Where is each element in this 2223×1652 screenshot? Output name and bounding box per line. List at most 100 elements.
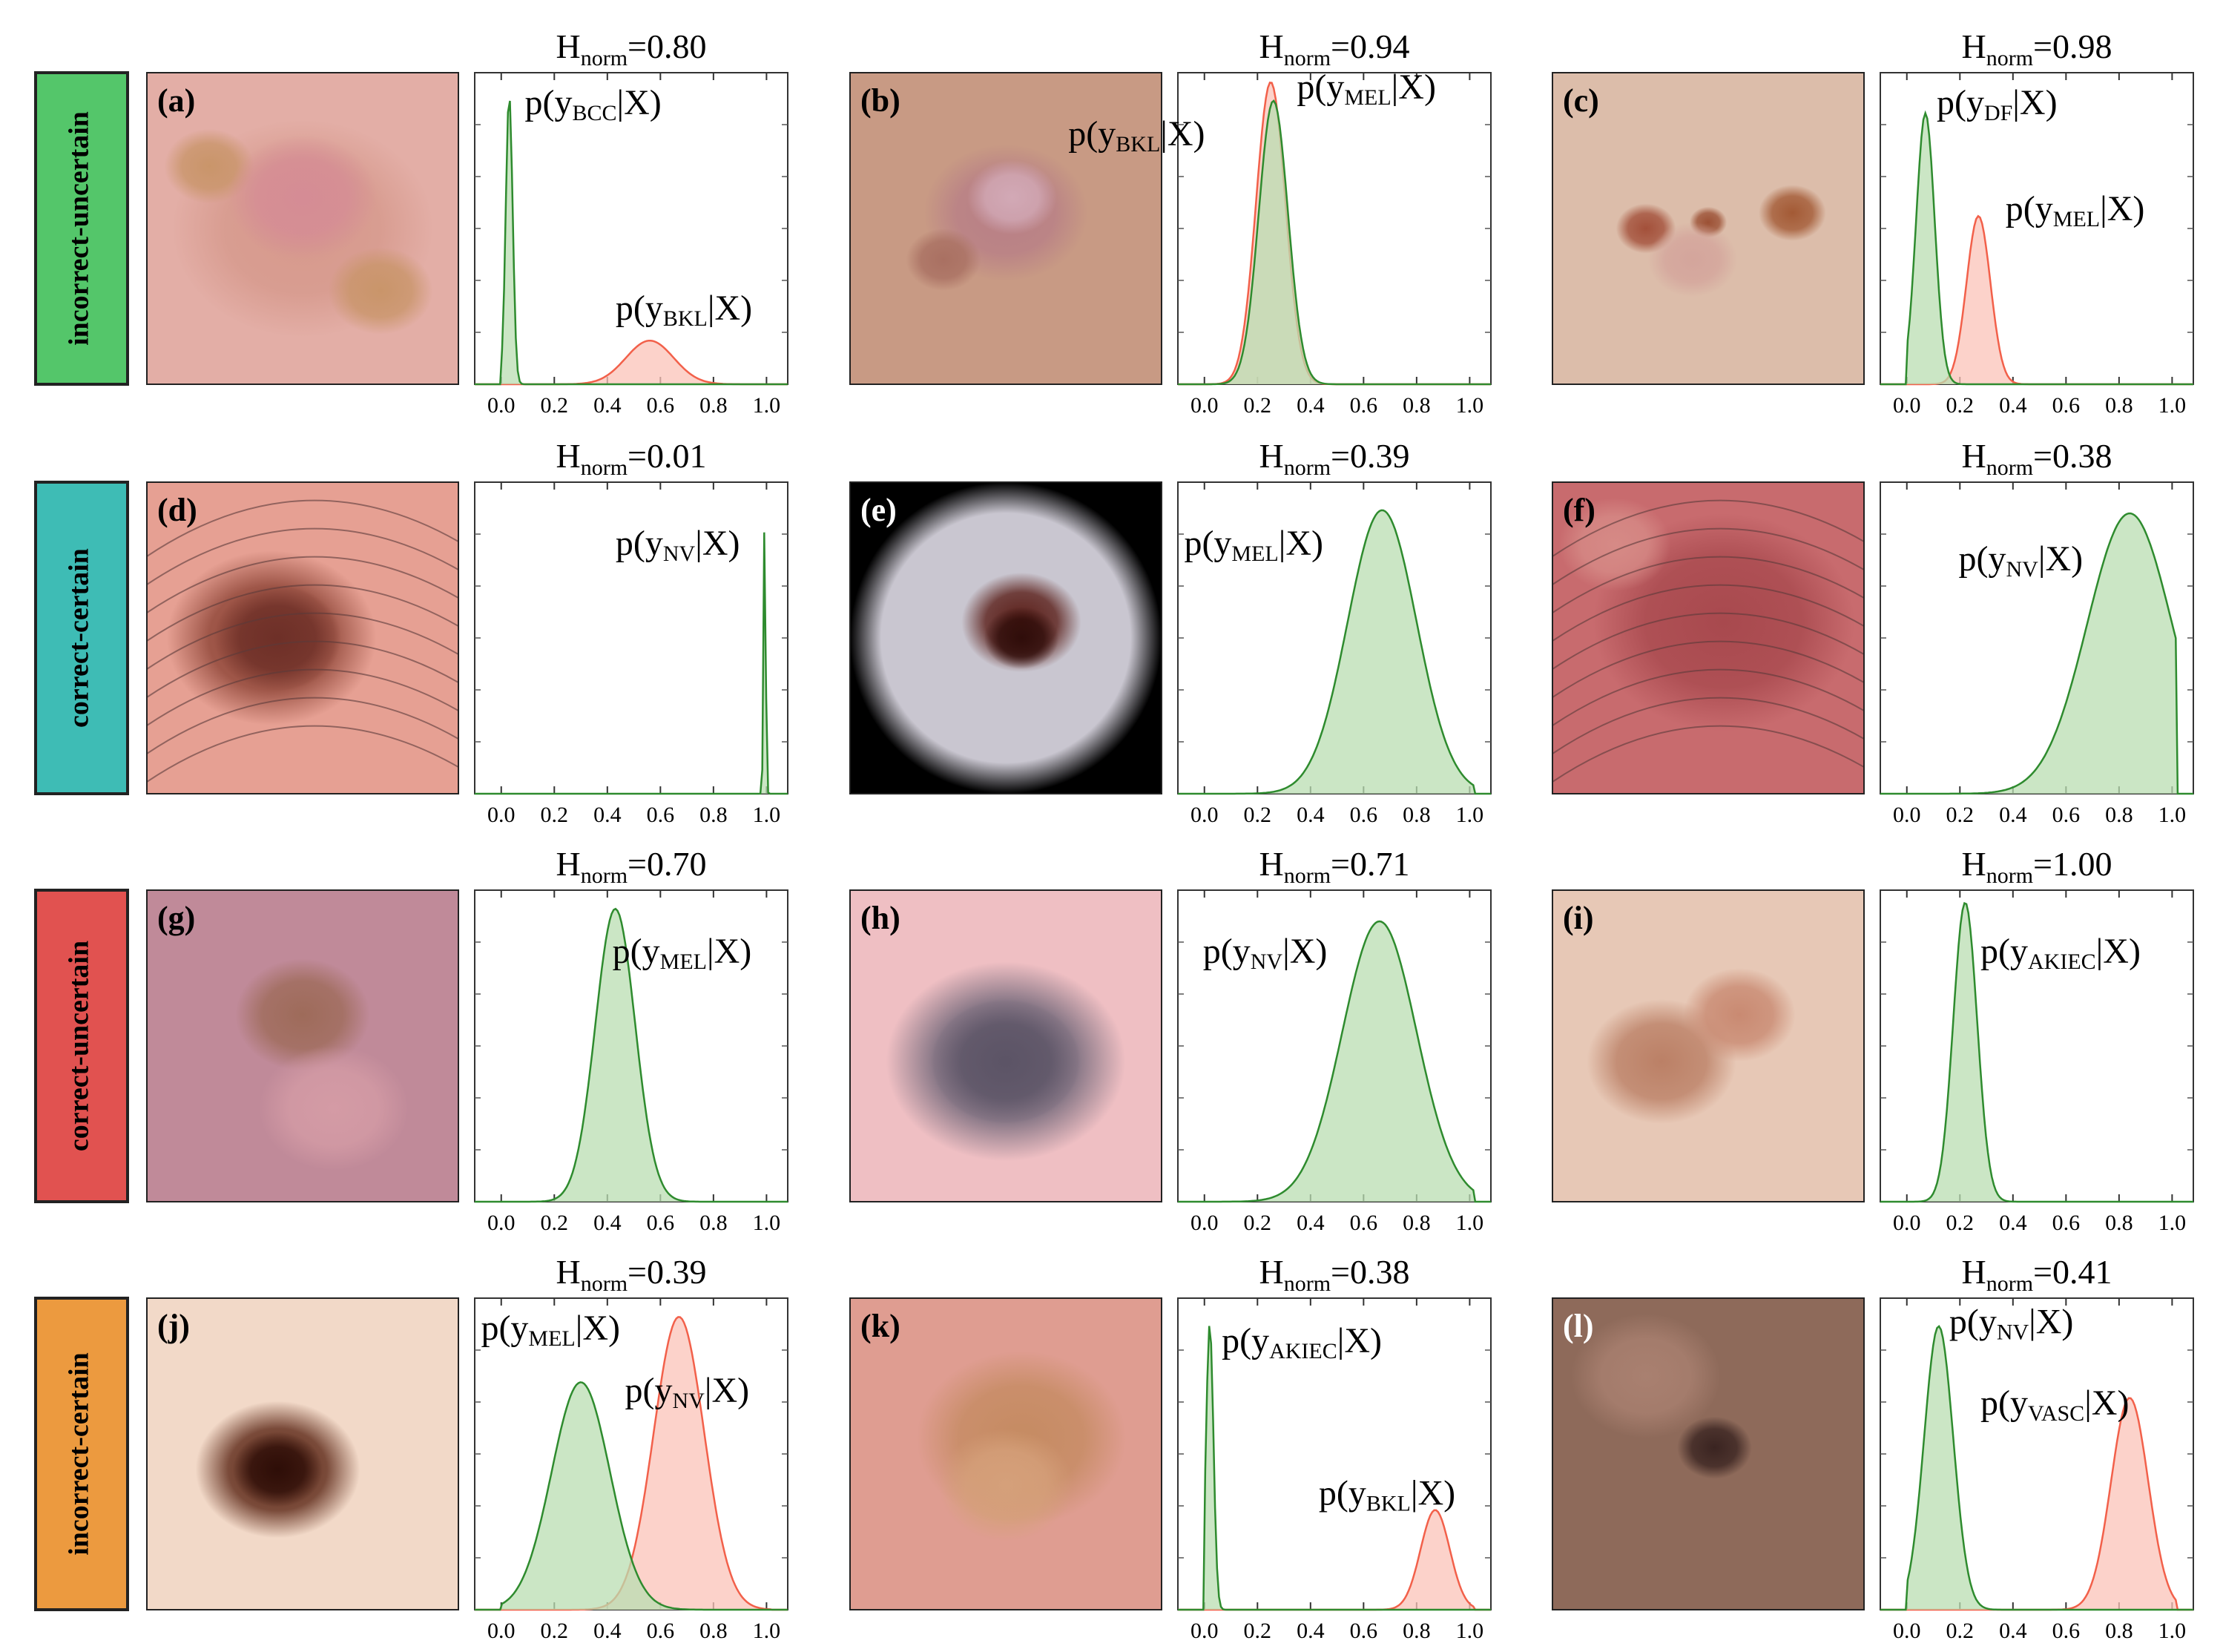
hair-strand: [147, 640, 458, 698]
density-plot-b: 0.0 0.2 0.4 0.6 0.8 1.0 p(yBKL|X) p(yMEL|X)Hnor…: [1068, 27, 1492, 418]
x-tick-label: 0.4: [1297, 393, 1325, 418]
density-area-DF: [1880, 113, 2193, 384]
lesion-region: [259, 1046, 409, 1171]
lesion-region: [228, 135, 378, 260]
hair-strand: [147, 668, 458, 726]
density-area-NV: [1178, 921, 1491, 1202]
density-line-DF: [1880, 110, 2193, 386]
image-frame: [849, 72, 1162, 385]
lesion-image-c: (c): [1552, 72, 1865, 385]
series-label-MEL: p(yMEL|X): [1184, 524, 1323, 566]
x-tick-label: 0.2: [1244, 803, 1272, 827]
lesion-image-k: (k): [849, 1297, 1162, 1610]
hair-strand: [1552, 527, 1864, 585]
x-tick-label: 1.0: [1456, 1211, 1484, 1235]
density-line-BCC: [475, 100, 788, 386]
x-tick-label: 0.2: [541, 1211, 569, 1235]
x-tick-label: 0.2: [1946, 1619, 1975, 1643]
x-tick-label: 0.0: [487, 1619, 516, 1643]
series-label-AKIEC: p(yAKIEC|X): [1222, 1321, 1382, 1363]
lesion-image-d: (d): [146, 481, 459, 794]
density-line-MEL: [475, 907, 788, 1203]
x-tick-label: 0.0: [1190, 393, 1219, 418]
lesion-region: [938, 1429, 1073, 1541]
hair-strand: [1552, 668, 1864, 726]
x-tick-label: 1.0: [2158, 1211, 2187, 1235]
lesion-region: [1558, 498, 1671, 591]
x-tick-label: 0.8: [2105, 803, 2133, 827]
density-area-BKL: [475, 340, 788, 384]
lesion-region: [1647, 222, 1738, 297]
x-tick-label: 0.8: [2105, 393, 2133, 418]
panel-tag: (a): [157, 82, 195, 119]
lesion-image-j: (j): [146, 1297, 459, 1610]
x-tick-label: 0.2: [541, 1619, 569, 1643]
lesion-image-g: (g): [146, 889, 459, 1202]
density-line-MEL: [475, 1381, 788, 1611]
x-tick-label: 0.8: [1403, 1619, 1431, 1643]
x-tick-label: 0.0: [1190, 1211, 1219, 1235]
hair-strand: [1552, 697, 1864, 754]
plot-frame: [1177, 72, 1492, 385]
density-line-AKIEC: [1880, 901, 2193, 1203]
x-tick-label: 0.2: [1244, 1211, 1272, 1235]
x-tick-label: 0.4: [593, 393, 622, 418]
series-label-MEL: p(yMEL|X): [613, 932, 752, 974]
x-tick-label: 1.0: [753, 393, 781, 418]
x-tick-label: 0.4: [1999, 393, 2027, 418]
row-label-correct-uncertain: correct-uncertain: [34, 889, 129, 1203]
image-frame: [146, 481, 459, 794]
row-label-incorrect-uncertain: incorrect-uncertain: [34, 71, 129, 386]
x-tick-label: 0.6: [2052, 803, 2081, 827]
x-tick-label: 1.0: [2158, 393, 2187, 418]
panel-tag: (k): [860, 1308, 900, 1344]
density-line-MEL: [1178, 509, 1491, 795]
series-label-MEL: p(yMEL|X): [2006, 189, 2145, 231]
plot-frame: [474, 481, 788, 794]
lesion-region: [214, 585, 342, 691]
lesion-region: [1677, 1416, 1752, 1479]
x-tick-label: 0.2: [541, 393, 569, 418]
hair-strand: [147, 527, 458, 585]
lesion-image-e: (e): [849, 481, 1162, 794]
x-tick-label: 0.4: [593, 1619, 622, 1643]
density-area-MEL: [475, 909, 788, 1202]
row-label-correct-certain: correct-certain: [34, 481, 129, 795]
density-area-MEL: [1178, 510, 1491, 794]
lesion-image-i: (i): [1552, 889, 1865, 1202]
image-frame: [146, 72, 459, 385]
series-label-BKL: p(yBKL|X): [616, 289, 752, 331]
panel-tag: (f): [1563, 492, 1595, 528]
x-tick-label: 0.0: [1190, 1619, 1219, 1643]
x-tick-label: 0.8: [1403, 803, 1431, 827]
panel-tag: (g): [157, 900, 195, 936]
x-tick-label: 0.6: [2052, 1211, 2081, 1235]
density-plot-g: 0.0 0.2 0.4 0.6 0.8 1.0 p(yMEL|X) Hnorm=0.70: [474, 845, 788, 1235]
x-tick-label: 1.0: [753, 1211, 781, 1235]
density-plot-a: 0.0 0.2 0.4 0.6 0.8 1.0 p(yBCC|X) p(yBKL|X) Hnor…: [474, 27, 788, 418]
x-tick-label: 0.4: [1999, 1619, 2027, 1643]
lesion-image-b: (b): [849, 72, 1162, 385]
row-label-incorrect-certain: incorrect-certain: [34, 1297, 129, 1611]
density-plot-d: 0.0 0.2 0.4 0.6 0.8 1.0 p(yNV|X) Hnorm=0.01: [474, 437, 788, 827]
x-tick-label: 0.2: [1946, 1211, 1975, 1235]
lesion-region: [328, 247, 433, 335]
x-tick-label: 0.4: [593, 803, 622, 827]
x-tick-label: 0.4: [1999, 803, 2027, 827]
row-label-text: correct-uncertain: [64, 941, 95, 1151]
series-label-DF: p(yDF|X): [1937, 83, 2058, 125]
hair-strand: [147, 499, 458, 557]
row-label-box: [34, 71, 129, 386]
x-tick-label: 0.6: [647, 803, 675, 827]
density-plot-e: 0.0 0.2 0.4 0.6 0.8 1.0 p(yMEL|X) Hnorm=0.39: [1177, 437, 1492, 827]
density-area-MEL: [475, 1382, 788, 1610]
panel-tag: (c): [1563, 82, 1599, 119]
image-frame: [1552, 889, 1865, 1202]
entropy-title: Hnorm=0.71: [1259, 845, 1409, 888]
density-line-NV: [1178, 920, 1491, 1203]
lesion-region: [966, 159, 1057, 235]
density-area-BCC: [475, 101, 788, 384]
density-line-BKL: [1178, 99, 1491, 386]
x-tick-label: 0.8: [2105, 1211, 2133, 1235]
panel-tag: (h): [860, 900, 900, 936]
